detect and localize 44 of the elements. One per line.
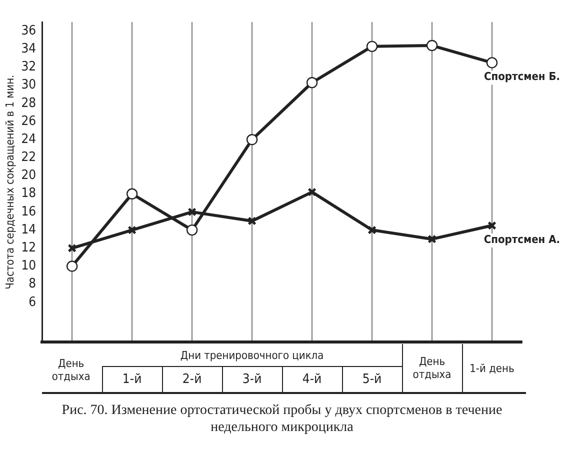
point bbox=[426, 40, 438, 52]
x-axis-title: Дни тренировочного цикла bbox=[179, 348, 325, 364]
y-axis-title: Частота сердечных сокращений в 1 мин. bbox=[3, 74, 16, 290]
x-tick-label: День отдыха bbox=[50, 356, 92, 386]
series-label: Спортсмен А. bbox=[484, 232, 560, 246]
x-tick-label: 3-й bbox=[241, 370, 263, 389]
y-tick-label: 18 bbox=[21, 186, 36, 202]
point bbox=[366, 40, 378, 52]
point bbox=[128, 226, 136, 234]
y-tick-label: 10 bbox=[21, 258, 36, 274]
point bbox=[428, 234, 436, 244]
point bbox=[126, 188, 138, 200]
x-tick-label: 4-й bbox=[301, 370, 323, 389]
y-tick-label: 36 bbox=[21, 23, 36, 38]
text: Рис. 70. Изменение ортостатической пробы у двух спортсменов в течение недельного микроцикла bbox=[60, 402, 504, 436]
y-tick-label: 6 bbox=[28, 294, 36, 310]
point bbox=[66, 260, 78, 272]
point bbox=[486, 57, 498, 68]
point bbox=[188, 208, 196, 216]
series-label: Спортсмен Б. bbox=[484, 70, 560, 84]
y-tick-label: 20 bbox=[21, 168, 36, 184]
point bbox=[306, 77, 318, 88]
y-tick-label: 32 bbox=[21, 60, 36, 75]
point bbox=[246, 134, 258, 146]
y-tick-label: 16 bbox=[21, 204, 36, 220]
point bbox=[308, 188, 316, 196]
y-tick-label: 14 bbox=[21, 222, 36, 238]
y-tick-label: 28 bbox=[21, 96, 36, 111]
point bbox=[68, 244, 77, 253]
y-tick-label: 12 bbox=[21, 240, 36, 256]
y-tick-label: 34 bbox=[21, 42, 36, 57]
y-tick-label: 30 bbox=[21, 78, 36, 93]
x-tick-label: 2-й bbox=[181, 370, 203, 389]
x-tick-label: 5-й bbox=[361, 370, 383, 389]
y-tick-label: 26 bbox=[21, 114, 36, 129]
x-tick-label: 1-й день bbox=[468, 360, 516, 377]
y-tick-label: 8 bbox=[28, 276, 36, 292]
x-tick-label: 1-й bbox=[121, 370, 143, 389]
x-tick-label: День отдыха bbox=[412, 354, 452, 384]
y-tick-label: 24 bbox=[21, 132, 36, 147]
point bbox=[186, 224, 198, 236]
y-tick-label: 22 bbox=[21, 150, 36, 166]
point bbox=[368, 226, 376, 234]
point bbox=[248, 216, 256, 226]
